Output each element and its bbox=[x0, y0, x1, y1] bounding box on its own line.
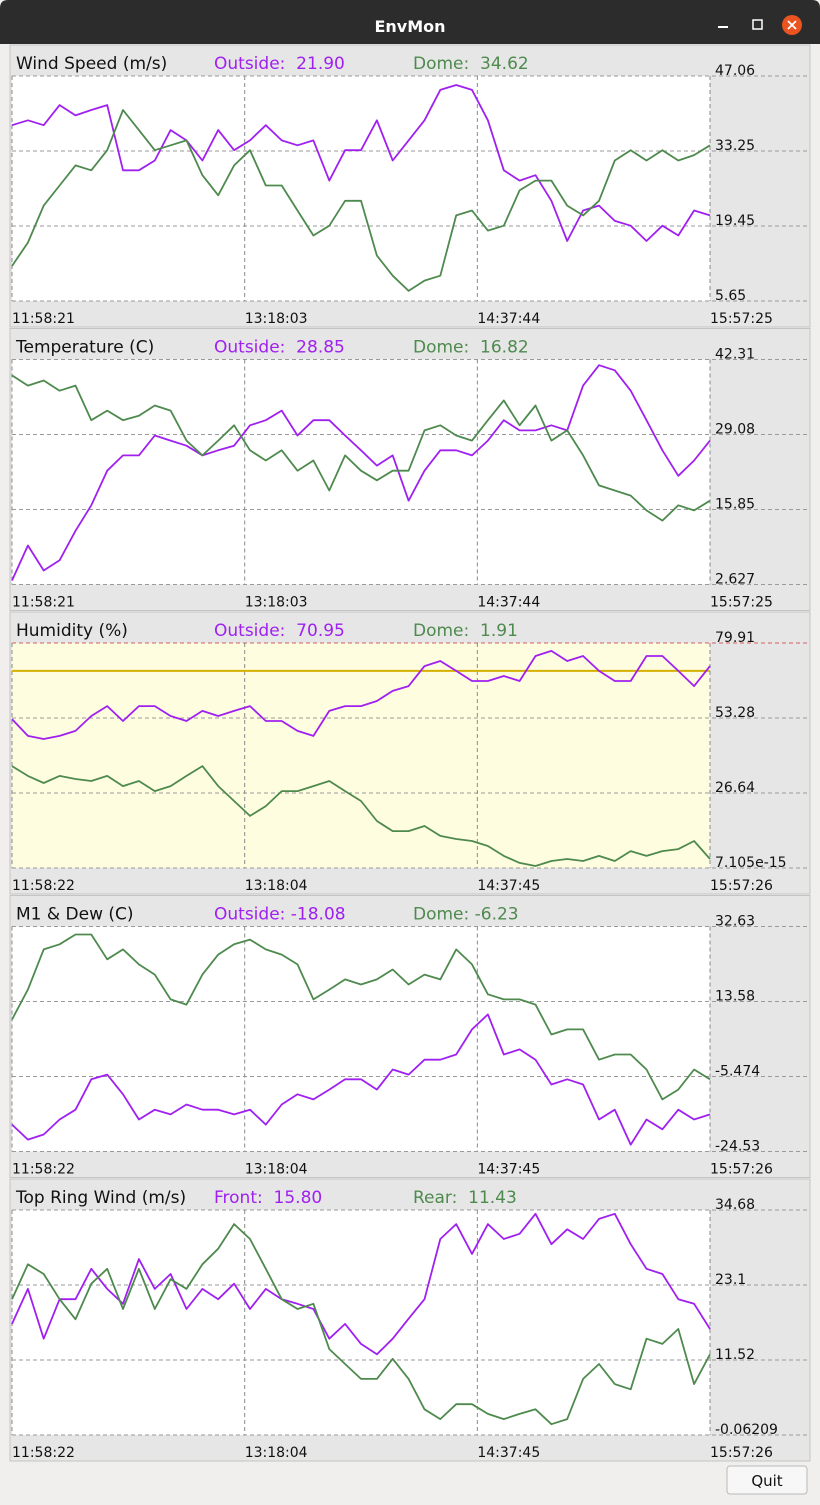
chart-panel: Wind Speed (m/s) Outside: 21.90 Dome: 34.6… bbox=[9, 44, 811, 328]
chart-panel: M1 & Dew (C) Outside: -18.08 Dome: -6.23 -2… bbox=[9, 895, 811, 1178]
y-tick-label: -0.06209 bbox=[715, 1422, 778, 1438]
chart-panel: Top Ring Wind (m/s) Front: 15.80 Rear: 11.… bbox=[9, 1178, 811, 1462]
x-tick-label: 15:57:26 bbox=[710, 1445, 773, 1461]
series-line bbox=[11, 374, 711, 522]
x-tick-label: 14:37:45 bbox=[477, 878, 540, 894]
title-bar bbox=[0, 0, 820, 44]
legend-entry: Dome: 16.82 bbox=[413, 338, 529, 358]
plot-area bbox=[12, 643, 710, 868]
x-tick-label: 13:18:04 bbox=[245, 878, 308, 894]
series-line bbox=[11, 1223, 711, 1426]
series-line bbox=[11, 1013, 711, 1146]
series-line bbox=[11, 933, 711, 1101]
plot-area bbox=[12, 76, 710, 301]
close-icon bbox=[787, 20, 797, 30]
x-tick-label: 15:57:26 bbox=[710, 1162, 773, 1178]
chart-title: Temperature (C) bbox=[15, 338, 154, 358]
series-line bbox=[11, 84, 711, 242]
y-tick-label: 7.105e-15 bbox=[715, 855, 787, 871]
plot-area bbox=[12, 1210, 710, 1435]
window-title: EnvMon bbox=[374, 17, 445, 36]
x-tick-label: 13:18:04 bbox=[245, 1162, 308, 1178]
x-tick-label: 11:58:21 bbox=[12, 311, 75, 327]
y-tick-label: 47.06 bbox=[715, 63, 755, 79]
y-tick-label: 53.28 bbox=[715, 705, 755, 721]
x-tick-label: 11:58:22 bbox=[12, 1445, 75, 1461]
y-tick-label: 23.1 bbox=[715, 1272, 746, 1288]
x-tick-label: 15:57:26 bbox=[710, 878, 773, 894]
legend-entry: Outside: 70.95 bbox=[214, 621, 345, 641]
x-tick-label: 14:37:44 bbox=[477, 595, 540, 611]
chart-title: Humidity (%) bbox=[16, 621, 128, 641]
x-tick-label: 15:57:25 bbox=[710, 595, 773, 611]
legend-entry: Dome: 34.62 bbox=[413, 54, 529, 74]
charts: Wind Speed (m/s) Outside: 21.90 Dome: 34.6… bbox=[9, 44, 811, 1462]
maximize-button[interactable] bbox=[752, 19, 763, 30]
y-tick-label: -24.53 bbox=[715, 1139, 760, 1155]
y-tick-label: 11.52 bbox=[715, 1347, 755, 1363]
chart-title: Top Ring Wind (m/s) bbox=[15, 1188, 186, 1208]
series-line bbox=[11, 364, 711, 581]
y-tick-label: 2.627 bbox=[715, 572, 755, 588]
chart-panel: Temperature (C) Outside: 28.85 Dome: 16.82… bbox=[9, 328, 811, 611]
y-tick-label: 34.68 bbox=[715, 1197, 755, 1213]
series-line bbox=[11, 1212, 711, 1356]
chart-title: M1 & Dew (C) bbox=[16, 905, 134, 925]
legend-entry: Dome: 1.91 bbox=[413, 621, 518, 641]
x-tick-label: 14:37:45 bbox=[477, 1162, 540, 1178]
y-tick-label: 26.64 bbox=[715, 780, 755, 796]
quit-button-frame[interactable] bbox=[726, 1465, 808, 1495]
x-tick-label: 13:18:04 bbox=[245, 1445, 308, 1461]
x-tick-label: 11:58:21 bbox=[12, 595, 75, 611]
x-tick-label: 14:37:45 bbox=[477, 1445, 540, 1461]
y-tick-label: 15.85 bbox=[715, 497, 755, 513]
quit-button[interactable]: Quit bbox=[726, 1465, 808, 1495]
x-tick-label: 11:58:22 bbox=[12, 1162, 75, 1178]
chart-title: Wind Speed (m/s) bbox=[16, 54, 167, 74]
legend-entry: Outside: -18.08 bbox=[214, 905, 346, 925]
close-button[interactable] bbox=[782, 15, 802, 35]
y-tick-label: 32.63 bbox=[715, 914, 755, 930]
x-tick-label: 13:18:03 bbox=[245, 595, 308, 611]
x-tick-label: 11:58:22 bbox=[12, 878, 75, 894]
legend-entry: Outside: 28.85 bbox=[214, 338, 345, 358]
plot-area bbox=[12, 926, 710, 1152]
x-tick-label: 13:18:03 bbox=[245, 311, 308, 327]
chart-panel: Humidity (%) Outside: 70.95 Dome: 1.91 7.10… bbox=[9, 611, 811, 895]
legend-entry: Front: 15.80 bbox=[214, 1188, 322, 1208]
x-tick-label: 14:37:44 bbox=[477, 311, 540, 327]
y-tick-label: -5.474 bbox=[715, 1063, 760, 1079]
y-tick-label: 19.45 bbox=[715, 213, 755, 229]
series-line bbox=[11, 109, 711, 292]
series-line bbox=[11, 650, 711, 740]
y-tick-label: 5.65 bbox=[715, 288, 746, 304]
legend-entry: Dome: -6.23 bbox=[413, 905, 519, 925]
legend-entry: Rear: 11.43 bbox=[413, 1188, 517, 1208]
y-tick-label: 79.91 bbox=[715, 630, 755, 646]
quit-button-label[interactable]: Quit bbox=[751, 1472, 782, 1490]
y-tick-label: 29.08 bbox=[715, 422, 755, 438]
y-tick-label: 13.58 bbox=[715, 988, 755, 1004]
legend-entry: Outside: 21.90 bbox=[214, 54, 345, 74]
series-line bbox=[11, 765, 711, 867]
x-tick-label: 15:57:25 bbox=[710, 311, 773, 327]
y-tick-label: 42.31 bbox=[715, 347, 755, 363]
y-tick-label: 33.25 bbox=[715, 138, 755, 154]
plot-area bbox=[12, 359, 710, 585]
